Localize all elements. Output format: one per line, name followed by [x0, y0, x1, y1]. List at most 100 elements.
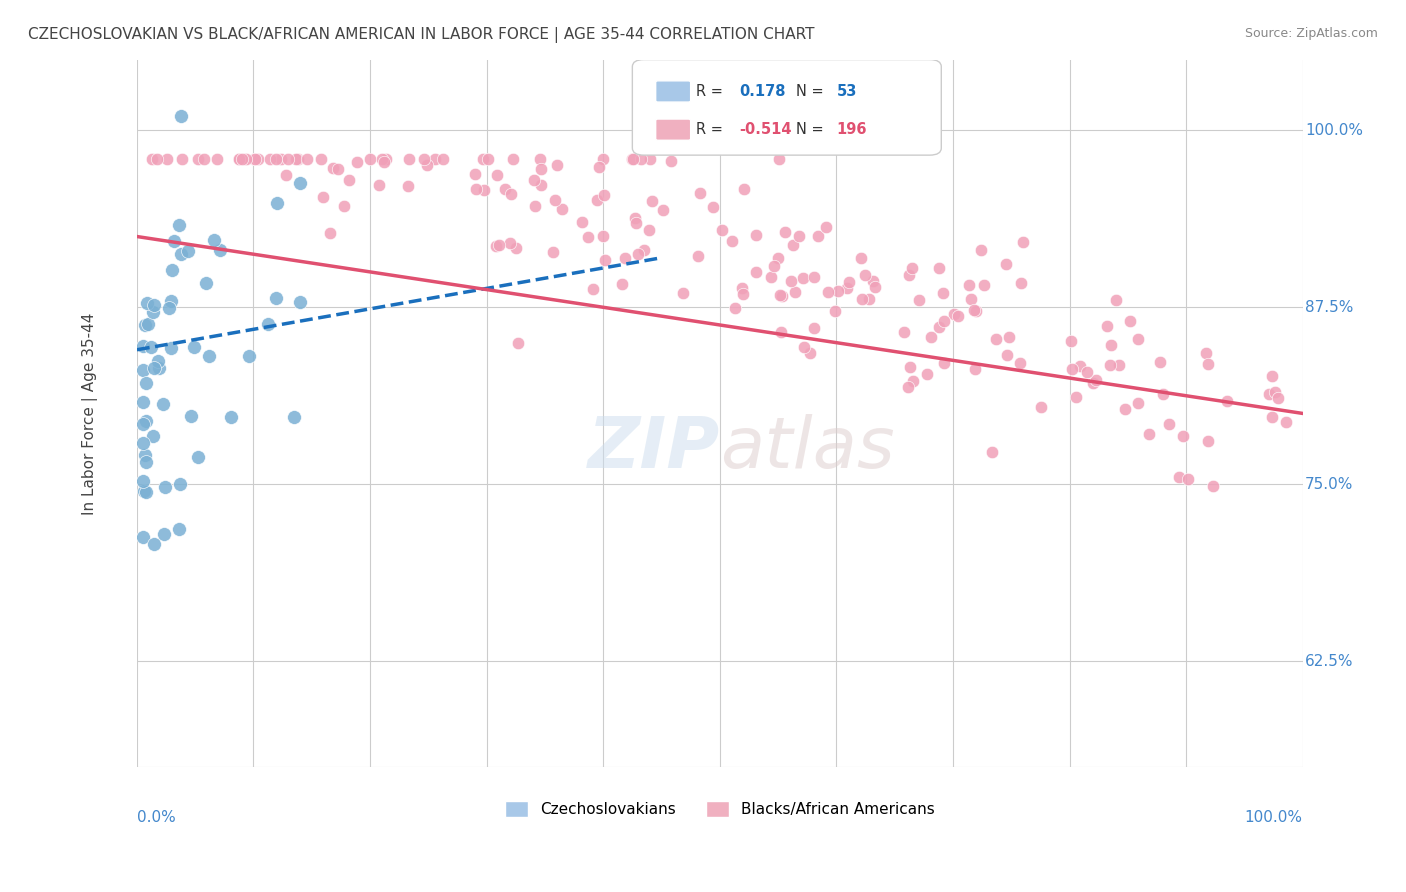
- Point: [132, 417, 155, 432]
- Point: [897, 268, 920, 282]
- Point: [1177, 471, 1199, 485]
- Point: [228, 152, 250, 166]
- Point: [612, 277, 634, 292]
- FancyBboxPatch shape: [655, 119, 690, 140]
- Point: [624, 215, 647, 229]
- Point: [264, 152, 287, 166]
- Point: [337, 173, 360, 187]
- Point: [284, 152, 307, 166]
- Point: [898, 359, 921, 374]
- Point: [901, 261, 924, 276]
- Point: [148, 361, 170, 376]
- Point: [817, 285, 839, 299]
- Point: [156, 152, 179, 166]
- Point: [132, 394, 155, 409]
- Text: R =: R =: [696, 122, 728, 137]
- Point: [768, 251, 790, 265]
- Point: [219, 409, 242, 424]
- Text: N =: N =: [796, 122, 828, 137]
- Text: 196: 196: [837, 122, 868, 137]
- Point: [477, 152, 499, 166]
- Point: [689, 186, 711, 201]
- Point: [169, 109, 191, 123]
- Point: [505, 241, 527, 255]
- Point: [773, 225, 796, 239]
- Point: [1128, 396, 1150, 410]
- Point: [824, 304, 846, 318]
- Point: [499, 235, 522, 250]
- Point: [582, 282, 605, 296]
- Point: [897, 380, 920, 394]
- Point: [135, 376, 157, 390]
- Point: [488, 238, 510, 252]
- Point: [1171, 429, 1194, 443]
- Point: [309, 152, 332, 166]
- Point: [209, 243, 232, 257]
- Text: atlas: atlas: [720, 414, 894, 483]
- Text: 87.5%: 87.5%: [1305, 300, 1354, 315]
- Point: [373, 155, 395, 169]
- Point: [893, 326, 915, 340]
- Point: [621, 152, 644, 166]
- Point: [903, 374, 925, 388]
- Point: [799, 345, 821, 359]
- Point: [135, 455, 157, 469]
- Point: [783, 285, 806, 299]
- Point: [731, 281, 754, 295]
- Point: [134, 318, 156, 332]
- Point: [374, 152, 396, 166]
- Point: [593, 187, 616, 202]
- Point: [838, 275, 860, 289]
- Point: [141, 152, 163, 166]
- Point: [1105, 293, 1128, 308]
- Point: [1069, 359, 1091, 373]
- Point: [132, 339, 155, 353]
- Point: [333, 198, 356, 212]
- Point: [1099, 338, 1122, 352]
- Point: [761, 270, 783, 285]
- Text: R =: R =: [696, 84, 728, 99]
- Point: [851, 251, 873, 265]
- Point: [908, 293, 931, 308]
- Point: [571, 215, 593, 229]
- Point: [576, 230, 599, 244]
- Point: [686, 249, 709, 263]
- Point: [863, 280, 886, 294]
- Point: [853, 268, 876, 282]
- Point: [1076, 365, 1098, 379]
- Point: [970, 243, 993, 257]
- Point: [807, 228, 830, 243]
- Point: [1011, 235, 1033, 250]
- Point: [957, 278, 980, 293]
- Point: [160, 263, 183, 277]
- Point: [638, 152, 661, 166]
- Point: [132, 363, 155, 377]
- Point: [546, 158, 568, 172]
- Point: [995, 349, 1018, 363]
- Text: 53: 53: [837, 84, 856, 99]
- Point: [1149, 355, 1171, 369]
- Point: [769, 326, 792, 340]
- Point: [142, 297, 165, 311]
- Point: [1168, 470, 1191, 484]
- FancyBboxPatch shape: [633, 60, 941, 155]
- Point: [1084, 373, 1107, 387]
- Point: [246, 152, 269, 166]
- Point: [485, 168, 508, 182]
- Point: [266, 195, 288, 210]
- Point: [187, 450, 209, 464]
- Point: [1194, 346, 1216, 360]
- Point: [176, 244, 198, 258]
- Point: [132, 530, 155, 544]
- Text: Source: ZipAtlas.com: Source: ZipAtlas.com: [1244, 27, 1378, 40]
- Point: [1152, 387, 1174, 401]
- Point: [620, 152, 643, 166]
- Point: [984, 332, 1007, 346]
- Point: [1114, 401, 1136, 416]
- Point: [259, 152, 281, 166]
- Point: [1159, 417, 1181, 432]
- Point: [312, 190, 335, 204]
- Point: [592, 228, 614, 243]
- Point: [295, 152, 318, 166]
- Point: [1059, 334, 1081, 349]
